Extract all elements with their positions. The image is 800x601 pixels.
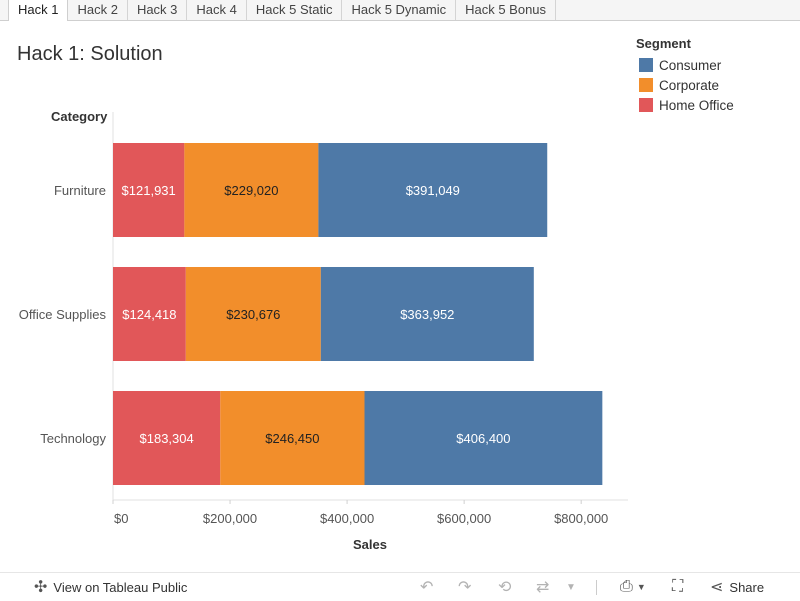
undo-button[interactable]: ↶ [420, 573, 433, 601]
share-icon: ⋖ [710, 579, 724, 596]
legend-swatch [639, 78, 653, 92]
fullscreen-button[interactable]: ⛶ [672, 573, 683, 601]
category-label: Office Supplies [19, 307, 107, 322]
x-tick-label: $0 [114, 511, 128, 526]
tab-hack-2[interactable]: Hack 2 [68, 0, 128, 20]
share-button[interactable]: ⋖ Share [710, 573, 764, 601]
toolbar-divider [596, 580, 597, 595]
bar-furniture-home-office [113, 143, 185, 237]
view-on-tableau-link[interactable]: ✣ View on Tableau Public [34, 573, 187, 601]
tab-hack-1[interactable]: Hack 1 [8, 0, 69, 21]
revert-button[interactable]: ⟲ [498, 573, 511, 601]
tableau-logo-icon: ✣ [34, 579, 48, 596]
bar-technology-home-office [113, 391, 221, 485]
refresh-button[interactable]: ⇄ [536, 573, 549, 601]
bar-office-supplies-consumer [320, 267, 534, 361]
x-tick-label: $200,000 [203, 511, 257, 526]
refresh-icon: ⇄ [536, 579, 550, 596]
legend-swatch [639, 58, 653, 72]
bar-technology-corporate [220, 391, 365, 485]
chevron-down-icon: ▼ [636, 582, 646, 592]
download-icon: ⎙ [620, 578, 633, 595]
bar-office-supplies-home-office [113, 267, 186, 361]
data-label: $124,418 [122, 307, 176, 322]
tab-hack-5-bonus[interactable]: Hack 5 Bonus [456, 0, 557, 20]
data-label: $391,049 [406, 183, 460, 198]
download-button[interactable]: ⎙ ▼ [620, 573, 646, 601]
data-label: $230,676 [226, 307, 280, 322]
data-label: $183,304 [140, 431, 194, 446]
data-label: $121,931 [122, 183, 176, 198]
view-on-tableau-label: View on Tableau Public [53, 579, 188, 595]
sheet-tabs: Hack 1 Hack 2 Hack 3 Hack 4 Hack 5 Static Hac… [0, 0, 800, 21]
legend-swatch [639, 98, 653, 112]
category-label: Furniture [54, 183, 106, 198]
redo-icon: ↷ [458, 579, 472, 596]
x-axis-title: Sales [353, 537, 387, 552]
tab-hack-5-dynamic[interactable]: Hack 5 Dynamic [342, 0, 457, 20]
revert-icon: ⟲ [498, 579, 512, 596]
legend-label: Consumer [659, 57, 722, 73]
share-label: Share [729, 579, 765, 595]
data-label: $406,400 [456, 431, 510, 446]
data-label: $229,020 [224, 183, 278, 198]
legend-item-consumer[interactable]: Consumer [636, 55, 734, 75]
fullscreen-icon: ⛶ [672, 578, 684, 595]
y-axis-title: Category [51, 109, 108, 124]
page-title: Hack 1: Solution [17, 43, 163, 65]
x-tick-label: $400,000 [320, 511, 374, 526]
legend-item-corporate[interactable]: Corporate [636, 75, 734, 95]
tab-hack-4[interactable]: Hack 4 [187, 0, 247, 20]
legend-item-home-office[interactable]: Home Office [636, 95, 734, 115]
legend-title: Segment [636, 36, 691, 51]
undo-icon: ↶ [420, 579, 434, 596]
bar-office-supplies-corporate [185, 267, 321, 361]
bar-furniture-corporate [184, 143, 319, 237]
footer-toolbar: ✣ View on Tableau Public ↶ ↷ ⟲ ⇄ ▼ ⎙ ▼ ⛶… [0, 572, 800, 601]
tab-hack-5-static[interactable]: Hack 5 Static [247, 0, 343, 20]
legend-label: Corporate [659, 77, 720, 93]
legend-label: Home Office [659, 97, 734, 113]
data-label: $363,952 [400, 307, 454, 322]
x-tick-label: $800,000 [554, 511, 608, 526]
bar-technology-consumer [364, 391, 603, 485]
redo-button[interactable]: ↷ [458, 573, 471, 601]
bar-chart: Category $121,931 $229,020 $391,049 Furnitur… [19, 109, 628, 552]
bar-furniture-consumer [318, 143, 548, 237]
data-label: $246,450 [265, 431, 319, 446]
legend: Segment Consumer Corporate Home Office [636, 36, 734, 115]
tab-hack-3[interactable]: Hack 3 [128, 0, 188, 20]
x-tick-label: $600,000 [437, 511, 491, 526]
refresh-dropdown[interactable]: ▼ [566, 573, 576, 601]
category-label: Technology [40, 431, 106, 446]
chevron-down-icon: ▼ [566, 581, 576, 593]
